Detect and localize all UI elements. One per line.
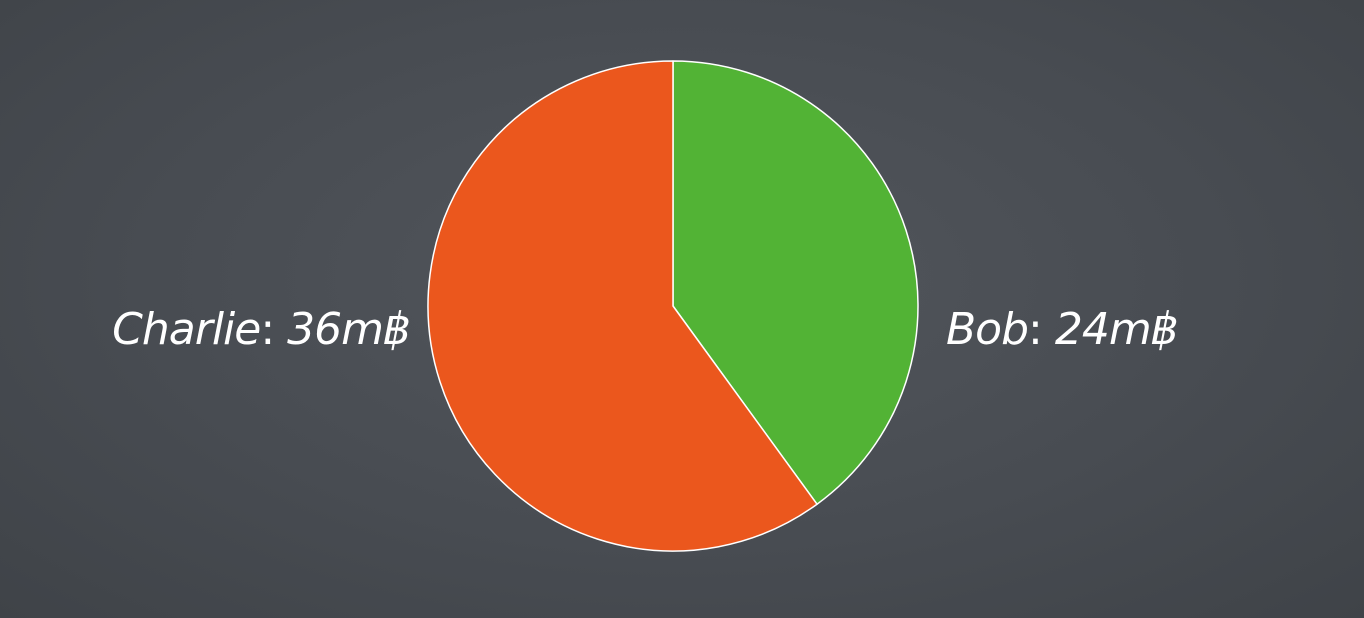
pie-label-value: 24m฿	[1055, 304, 1178, 355]
pie-label-bob: Bob: 24m฿	[946, 304, 1178, 355]
pie-slice-bob	[672, 60, 919, 505]
pie-label-value: 36m฿	[287, 304, 410, 355]
pie-labels: Bob: 24m฿ Charlie: 36m฿	[112, 304, 1179, 355]
pie-label-name: Charlie	[112, 304, 260, 355]
pie-label-name: Bob	[946, 304, 1028, 355]
pie-label-separator: :	[1028, 304, 1055, 355]
pie-label-charlie: Charlie: 36m฿	[112, 304, 410, 355]
pie-slices	[427, 60, 919, 552]
pie-slice-charlie	[427, 60, 818, 552]
pie-label-separator: :	[260, 304, 287, 355]
